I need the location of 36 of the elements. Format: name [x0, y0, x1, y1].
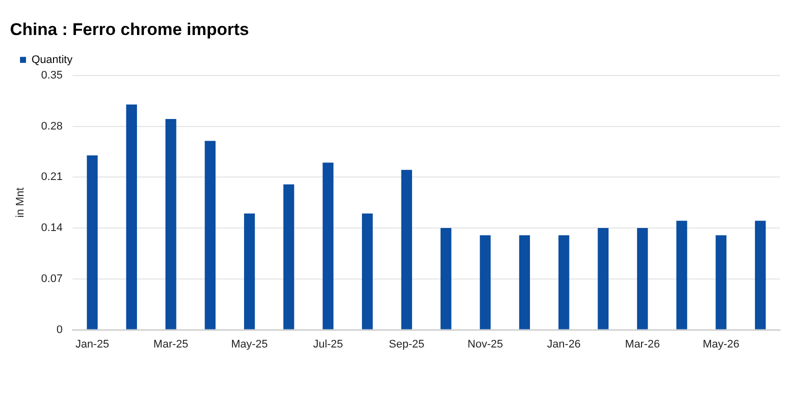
- bar: [126, 104, 137, 330]
- x-tick-label: Jul-25: [313, 338, 344, 350]
- y-tick-label: 0.14: [41, 222, 63, 234]
- bar: [401, 170, 412, 330]
- x-tick-label: Mar-25: [153, 338, 188, 350]
- x-tick-label: May-26: [702, 338, 740, 350]
- y-tick-label: 0: [56, 324, 63, 336]
- chart-title: China : Ferro chrome imports: [10, 20, 249, 39]
- bar: [716, 235, 726, 330]
- x-tick-label: Mar-26: [625, 338, 660, 350]
- x-tick-label: Jan-25: [75, 338, 110, 350]
- bar: [598, 228, 609, 330]
- legend-label: Quantity: [32, 54, 73, 66]
- y-tick-label: 0.21: [41, 171, 63, 184]
- bar: [244, 214, 255, 330]
- bar: [204, 140, 216, 330]
- x-tick-label: Sep-25: [388, 338, 424, 350]
- y-tick-label: 0.35: [41, 69, 63, 82]
- bar: [637, 228, 648, 330]
- bar: [283, 184, 294, 330]
- x-tick-label: Jan-26: [547, 338, 581, 350]
- bar: [480, 235, 491, 330]
- bar: [86, 155, 98, 330]
- bar: [676, 220, 688, 330]
- bar: [165, 119, 176, 330]
- x-tick-label: May-25: [231, 338, 268, 350]
- bar: [519, 235, 530, 330]
- x-tick-label: Nov-25: [468, 338, 503, 350]
- bar: [754, 220, 766, 330]
- bar: [558, 235, 570, 330]
- y-axis-title: in Mnt: [14, 188, 27, 218]
- y-tick-label: 0.28: [41, 120, 63, 132]
- bar: [362, 214, 373, 330]
- y-tick-label: 0.07: [41, 272, 63, 285]
- bar: [322, 162, 334, 330]
- bar: [440, 228, 452, 330]
